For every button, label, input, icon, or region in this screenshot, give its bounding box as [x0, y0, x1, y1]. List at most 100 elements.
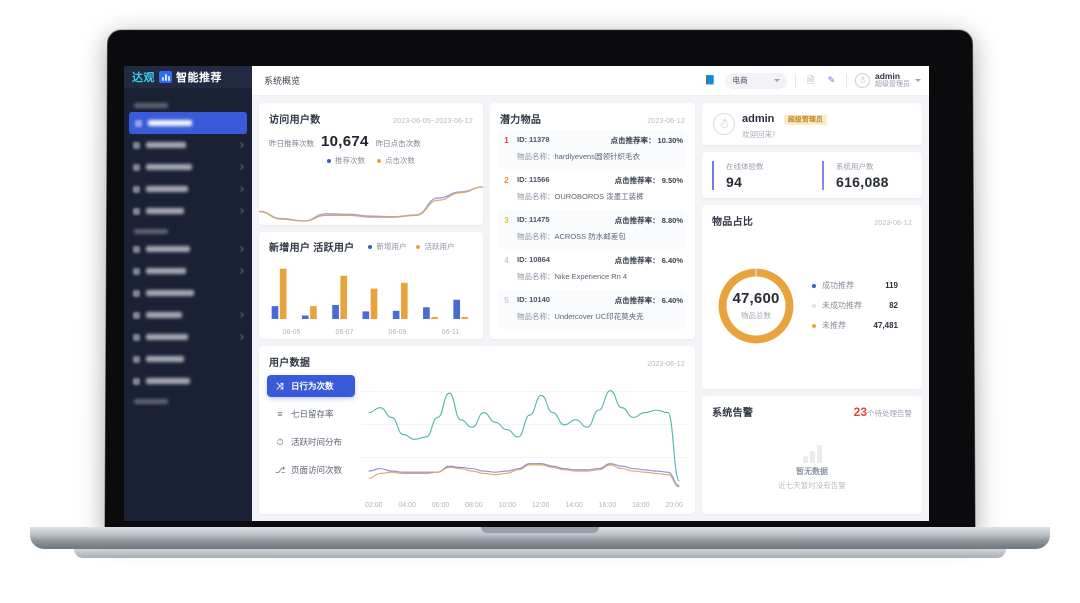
- tab-2[interactable]: ⏱ 活跃时间分布: [267, 431, 355, 453]
- tab-0[interactable]: ⤨ 日行为次数: [267, 375, 355, 397]
- sidebar-item-13[interactable]: [124, 370, 252, 392]
- legend-item: 活跃用户: [416, 241, 454, 252]
- sidebar-item-label: [146, 312, 182, 318]
- donut-total-caption: 物品总数: [741, 311, 771, 320]
- list-item[interactable]: 2 ID: 11566 点击推荐率： 9.50% 物品名称：OUROBOROS 泼墨工…: [498, 170, 687, 209]
- item-name: 物品名称：Undercover UC印花莫夹克: [517, 312, 644, 321]
- item-id: ID: 11566: [517, 175, 550, 184]
- kpi-value: 10,674: [321, 133, 369, 150]
- tab-3[interactable]: ⎇ 页面访问次数: [267, 459, 355, 481]
- user-menu[interactable]: ☃ admin 超级管理员: [855, 70, 921, 90]
- tab-label: 页面访问次数: [291, 465, 343, 475]
- app-logo[interactable]: 达观 智能推荐: [124, 66, 252, 88]
- sidebar-item-8[interactable]: [124, 260, 252, 282]
- legend-value: 82: [889, 301, 898, 310]
- tab-1[interactable]: ≡ 七日留存率: [267, 403, 355, 425]
- shuffle-icon: ⤨: [276, 380, 284, 391]
- tab-label: 活跃时间分布: [291, 437, 343, 447]
- sidebar-item-10[interactable]: [124, 304, 252, 326]
- stat-value: 616,088: [836, 173, 889, 190]
- sidebar-item-2[interactable]: [124, 134, 252, 156]
- stat-label: 在线体验数: [726, 161, 764, 171]
- sidebar-item-label: [146, 378, 190, 384]
- legend-item: 新增用户: [368, 241, 406, 252]
- legend-value: 47,481: [873, 321, 898, 330]
- list-item[interactable]: 4 ID: 10864 点击推荐率： 6.40% 物品名称：Nike Experien…: [498, 250, 687, 289]
- card-title: 用户数据: [269, 358, 311, 369]
- sidebar-item-label: [148, 120, 192, 126]
- legend-label: 成功推荐: [822, 281, 854, 290]
- sidebar-item-icon: [133, 333, 140, 341]
- sidebar-item-label: [146, 186, 188, 192]
- edit-icon[interactable]: ✎: [827, 75, 836, 85]
- x-axis-label: 08:00: [465, 502, 483, 509]
- sidebar-item-1[interactable]: [129, 112, 247, 134]
- book-icon[interactable]: 📘: [704, 75, 717, 85]
- line-chart-x-labels: 02:00 04:00 06:00 08:00 10:00 12:00 14:00 16:00…: [361, 502, 687, 509]
- sidebar-item-label: [146, 164, 192, 170]
- sidebar-item-7[interactable]: [124, 238, 252, 260]
- x-axis-label: 06-09: [388, 329, 407, 336]
- dashboard-grid: 访问用户数 2023-06-05~2023-06-12 昨日推荐次数 10,67…: [252, 96, 929, 521]
- alarm-count: 23个待处理告警: [854, 405, 912, 419]
- donut-center-label: 47,600 物品总数: [712, 262, 800, 350]
- list-item[interactable]: 1 ID: 11378 点击推荐率： 10.30% 物品名称：hardlyevens圆…: [498, 130, 687, 169]
- right-column: ☃ admin 超级管理员 欢迎回来！ 在线体验数 94 系统用户数 616,088: [702, 103, 922, 514]
- sidebar-item-icon: [133, 163, 140, 171]
- card-system-alarm: 系统告警 23个待处理告警 暂无数据 近七天暂时没有告警: [702, 396, 922, 514]
- card-title: 物品占比: [712, 217, 754, 228]
- domain-selector[interactable]: 电商: [725, 72, 787, 89]
- sidebar-item-label: [146, 246, 190, 252]
- empty-title: 暂无数据: [796, 466, 828, 476]
- item-name: 物品名称：OUROBOROS 泼墨工装裤: [517, 192, 644, 201]
- document-icon[interactable]: 🗎: [806, 74, 815, 85]
- user-name: admin: [875, 70, 901, 81]
- list-item[interactable]: 5 ID: 10140 点击推荐率： 6.40% 物品名称：Undercover UC…: [498, 290, 687, 329]
- chevron-right-icon: [238, 164, 244, 170]
- donut-chart: 47,600 物品总数: [712, 262, 800, 350]
- ratio-body: 47,600 物品总数 成功推荐 119 未成功推荐 82 未推荐 47,481: [702, 228, 922, 389]
- legend-label: 活跃用户: [424, 242, 455, 251]
- legend-item: 点击次数: [377, 155, 415, 166]
- x-axis-label: 06-11: [441, 329, 460, 336]
- sidebar-group-label: [124, 222, 252, 238]
- sidebar-item-icon: [133, 245, 140, 253]
- sidebar-item-label: [146, 268, 186, 274]
- legend-dot: [812, 283, 816, 288]
- legend-dot: [368, 244, 373, 249]
- sidebar-item-icon: [133, 185, 140, 193]
- sidebar-item-11[interactable]: [124, 326, 252, 348]
- item-rank: 2: [504, 176, 509, 185]
- card-header: 物品占比 2023-06-12: [702, 205, 922, 228]
- legend-item-2: 未推荐 47,481: [812, 320, 912, 331]
- sidebar-item-5[interactable]: [124, 200, 252, 222]
- x-axis-label: 06-05: [282, 329, 301, 336]
- sidebar-item-3[interactable]: [124, 156, 252, 178]
- laptop-base: [30, 527, 1050, 549]
- potential-items-list: 1 ID: 11378 点击推荐率： 10.30% 物品名称：hardlyevens圆…: [490, 126, 695, 335]
- sidebar-nav: [124, 88, 252, 521]
- clock-icon: ⏱: [276, 436, 284, 447]
- card-date-range: 2023-06-05~2023-06-12: [393, 118, 473, 125]
- x-axis-label: 14:00: [565, 502, 583, 509]
- kpi-label-click: 昨日点击次数: [375, 139, 421, 148]
- legend-label: 点击次数: [385, 156, 415, 165]
- card-header: 系统告警 23个待处理告警: [702, 396, 922, 419]
- list-item[interactable]: 3 ID: 11475 点击推荐率： 8.80% 物品名称：ACROSS 防水邮差包: [498, 210, 687, 249]
- sidebar: 达观 智能推荐: [124, 66, 252, 521]
- sidebar-item-icon: [133, 377, 140, 385]
- chevron-right-icon: [238, 246, 244, 252]
- card-user-data: 用户数据 2023-06-12 ⤨ 日行为次数 ≡ 七日留存率 ⏱ 活跃时间分布 ⎇ 页面访问…: [259, 346, 695, 514]
- stat-label: 系统用户数: [836, 161, 874, 171]
- x-axis-label: 12:00: [531, 502, 550, 509]
- empty-chart-icon: [802, 443, 822, 463]
- empty-subtitle: 近七天暂时没有告警: [778, 480, 846, 490]
- x-axis-label: 10:00: [498, 502, 517, 509]
- legend-dot: [812, 303, 816, 308]
- sidebar-item-12[interactable]: [124, 348, 252, 370]
- sidebar-item-9[interactable]: [124, 282, 252, 304]
- sidebar-item-4[interactable]: [124, 178, 252, 200]
- legend-dot: [327, 158, 331, 163]
- app-screen: 达观 智能推荐 系统概览 📘 电商 🗎 ✎: [124, 66, 929, 521]
